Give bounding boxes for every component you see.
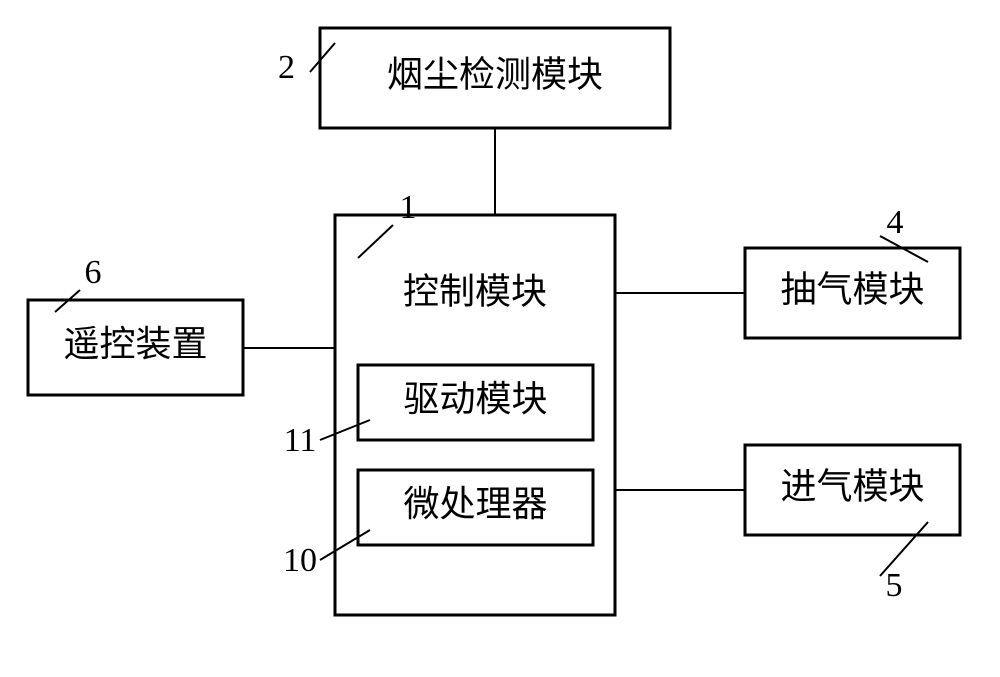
ref-number-2: 2 [278, 49, 295, 86]
node-smoke-label: 烟尘检测模块 [387, 54, 603, 94]
ref-number-5: 5 [886, 567, 903, 604]
ref-number-10: 10 [283, 542, 317, 579]
node-mcu-label: 微处理器 [403, 484, 547, 524]
node-pump-label: 抽气模块 [780, 269, 924, 309]
node-drive-label: 驱动模块 [403, 379, 547, 419]
ref-number-11: 11 [284, 422, 317, 459]
node-intake-label: 进气模块 [780, 466, 924, 506]
ref-number-4: 4 [887, 204, 904, 241]
ref-number-6: 6 [85, 254, 102, 291]
ref-number-1: 1 [400, 189, 417, 226]
node-control-label: 控制模块 [403, 271, 547, 311]
node-remote-label: 遥控装置 [63, 324, 207, 364]
